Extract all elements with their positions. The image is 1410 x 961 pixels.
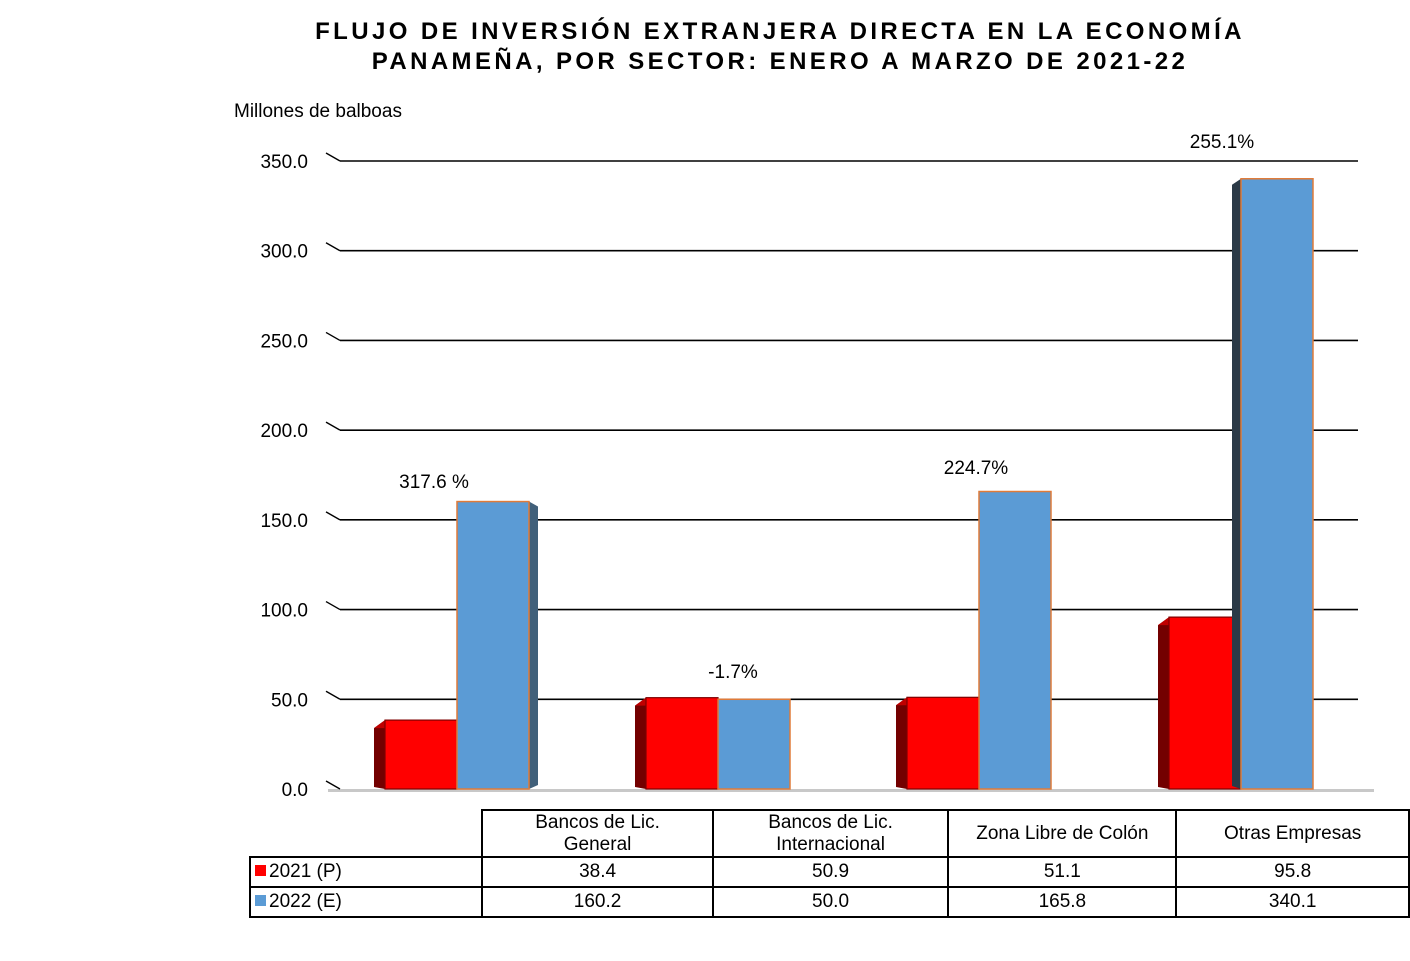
y-tick-mark xyxy=(325,331,341,342)
bar-2021-side xyxy=(635,697,646,789)
table-header-row: Bancos de Lic. General Bancos de Lic. Inte… xyxy=(250,809,1410,858)
bar-2022 xyxy=(717,698,791,790)
y-tick-mark xyxy=(325,690,341,700)
y-tick-mark xyxy=(325,511,341,521)
bar-2021 xyxy=(645,697,719,790)
y-tick-label: 100.0 xyxy=(260,601,308,622)
chart-title-line1: FLUJO DE INVERSIÓN EXTRANJERA DIRECTA EN… xyxy=(315,18,1245,45)
bar-2021-side xyxy=(374,720,385,789)
table-row: 2021 (P) 38.4 50.9 51.1 95.8 xyxy=(248,856,1410,888)
y-tick-mark xyxy=(325,780,341,790)
y-tick-mark xyxy=(325,152,341,162)
category-label-line: Zona Libre de Colón xyxy=(976,822,1149,844)
table-header-cell: Otras Empresas xyxy=(1175,809,1410,858)
legend-entry-2021: 2021 (P) xyxy=(248,856,484,888)
bar-2021 xyxy=(384,719,458,790)
percent-change-label: 255.1% xyxy=(1190,132,1255,153)
bar-2021-side xyxy=(1158,617,1169,789)
table-header-cell: Bancos de Lic. General xyxy=(481,809,714,858)
category-label-line: Bancos de Lic. xyxy=(768,811,893,833)
category-label-line: Otras Empresas xyxy=(1224,822,1362,844)
table-cell: 50.9 xyxy=(711,856,950,888)
y-tick-label: 0.0 xyxy=(282,780,308,801)
table-row: 2022 (E) 160.2 50.0 165.8 340.1 xyxy=(248,886,1410,918)
table-cell: 51.1 xyxy=(947,856,1178,888)
table-cell: 340.1 xyxy=(1175,886,1410,918)
chart-title-line2: PANAMEÑA, POR SECTOR: ENERO A MARZO DE 2… xyxy=(371,48,1189,75)
y-tick-mark xyxy=(325,242,341,252)
bar-2022-side xyxy=(529,501,538,789)
legend-entry-2022: 2022 (E) xyxy=(248,886,484,918)
table-header-cell: Zona Libre de Colón xyxy=(947,809,1178,858)
y-tick-label: 50.0 xyxy=(271,690,308,711)
percent-change-label: 317.6 % xyxy=(399,472,469,493)
percent-change-label: -1.7% xyxy=(708,662,758,683)
legend-swatch-2021 xyxy=(255,865,266,877)
category-label-line: Internacional xyxy=(776,833,885,855)
percent-change-label: 224.7% xyxy=(944,458,1009,479)
legend-swatch-2022 xyxy=(255,895,266,907)
legend-label: 2021 (P) xyxy=(269,861,342,882)
bar-2022 xyxy=(1240,178,1314,790)
y-tick-label: 300.0 xyxy=(260,242,308,263)
y-axis-label: Millones de balboas xyxy=(234,101,402,122)
y-tick-label: 250.0 xyxy=(260,331,308,352)
bar-2021-side xyxy=(896,697,907,789)
y-tick-label: 350.0 xyxy=(260,152,308,173)
category-label-line: Bancos de Lic. xyxy=(535,811,660,833)
bar-2022 xyxy=(978,490,1052,790)
data-table: Bancos de Lic. General Bancos de Lic. Inte… xyxy=(248,809,1410,918)
bar-2022 xyxy=(456,500,530,790)
bar-2022-side xyxy=(1232,178,1241,789)
y-tick-label: 150.0 xyxy=(260,511,308,532)
table-corner xyxy=(250,810,482,857)
table-cell: 95.8 xyxy=(1175,856,1410,888)
y-tick-mark xyxy=(325,600,341,611)
table-cell: 160.2 xyxy=(481,886,714,918)
legend-label: 2022 (E) xyxy=(269,891,342,912)
bar-2021 xyxy=(1168,616,1242,790)
bar-chart: 0.0 50.0 100.0 150.0 200.0 250.0 300.0 350.0 317… xyxy=(260,132,1374,801)
bar-2021 xyxy=(906,696,980,790)
category-label-line: General xyxy=(563,833,632,855)
y-tick-label: 200.0 xyxy=(260,421,308,442)
y-tick-mark xyxy=(325,421,341,431)
table-cell: 38.4 xyxy=(481,856,714,888)
table-cell: 50.0 xyxy=(711,886,950,918)
table-header-cell: Bancos de Lic. Internacional xyxy=(711,809,950,858)
chart-floor-edge xyxy=(328,789,1374,792)
table-cell: 165.8 xyxy=(947,886,1178,918)
